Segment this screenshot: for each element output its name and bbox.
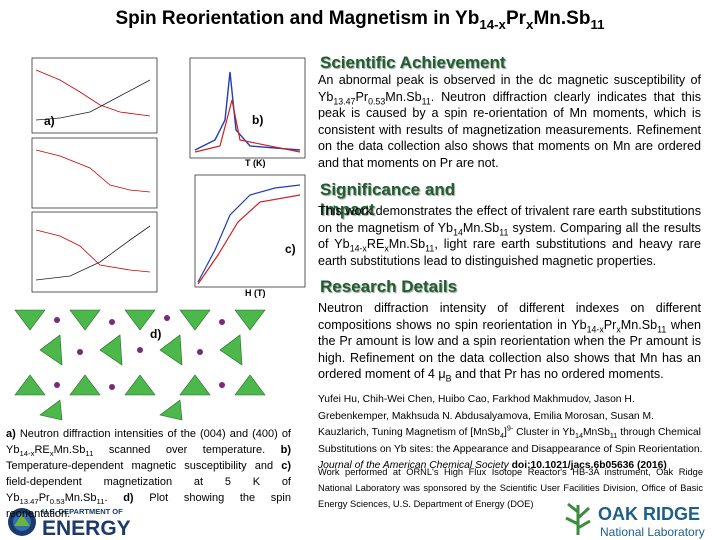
reference: Yufei Hu, Chih-Wei Chen, Huibo Cao, Fark… (318, 392, 703, 475)
text-run: B (445, 373, 452, 384)
text-run: Mn.Sb (388, 237, 426, 252)
text-run: ] (504, 427, 507, 438)
text-run: Mn.Sb (53, 444, 86, 456)
text-run: Cluster in Yb (513, 427, 575, 438)
text-run: Temperature-dependent magnetic susceptib… (6, 460, 282, 472)
text-run: Mn.Sb (385, 89, 422, 104)
panel-b (189, 57, 306, 159)
text-run: 9- (506, 423, 514, 433)
text-run: field-dependent magnetization at 5 K of … (6, 476, 291, 504)
text-run: a) (6, 428, 16, 440)
section-body: This work demonstrates the effect of tri… (318, 203, 701, 269)
text-run: 11 (590, 16, 605, 32)
panel-label: d) (150, 327, 161, 341)
text-run: Mn.Sb (64, 492, 97, 504)
text-run: Yufei Hu, Chih-Wei Chen, Huibo Cao, Fark… (318, 394, 654, 438)
text-run: RE (366, 237, 385, 252)
section-heading: Research Details (320, 277, 458, 296)
text-run: 11 (96, 497, 105, 507)
text-run: Pr (38, 492, 50, 504)
text-run: Spin Reorientation and Magnetism in Yb (115, 8, 480, 29)
text-run: x (384, 243, 389, 254)
text-run: x (49, 449, 54, 459)
text-run: 14 (453, 227, 463, 238)
text-run: when the Pr amount is low and a spin reo… (318, 317, 701, 382)
text-run: Mn.Sb (462, 220, 500, 235)
text-run: This work demonstrates the effect of tri… (318, 204, 701, 235)
figure-caption: a) Neutron diffraction intensities of th… (6, 426, 291, 522)
text-run: Mn.Sb (533, 8, 591, 29)
panel-label: b) (252, 113, 263, 127)
text-run: 11 (609, 431, 618, 441)
text-run: Plot showing the spin reorientation. (6, 492, 291, 520)
section-body: Neutron diffraction intensity of differe… (318, 300, 701, 383)
text-run: d) (123, 492, 134, 504)
title: Spin Reorientation and Magnetism in Yb14… (0, 8, 720, 32)
text-run: An abnormal peak is observed in the dc m… (318, 73, 701, 104)
text-run: Pr (355, 89, 369, 104)
doe-main: ENERGY (42, 517, 131, 540)
text-run: Neutron diffraction intensity of differe… (318, 301, 701, 332)
text-run: through Chemical Substitutions on Yb sit… (318, 427, 703, 455)
text-run: 11 (425, 243, 435, 254)
text-run: 4 (500, 431, 505, 441)
text-run: 0.53 (49, 497, 65, 507)
text-run: 14 (574, 431, 583, 441)
text-run: 11 (85, 449, 94, 459)
panel-c (194, 174, 306, 288)
axis-label: T (K) (245, 158, 266, 168)
text-run: 0.53 (368, 96, 386, 107)
doe-top: U.S. DEPARTMENT OF (42, 507, 123, 516)
funding-note: Work performed at ORNL's High Flux Isoto… (318, 467, 703, 509)
panel-label: a) (44, 114, 55, 128)
doe-logo: U.S. DEPARTMENT OF ENERGY (8, 507, 131, 540)
text-run: doi:10.1021/jacs.6b05636 (2016) (508, 460, 667, 471)
ornl-sub: National Laboratory (600, 525, 705, 539)
text-run: x (616, 324, 621, 335)
ornl-logo: OAK RIDGE National Laboratory (565, 502, 705, 539)
section-heading: Scientific Achievement (320, 53, 506, 72)
text-run: MnSb (582, 427, 610, 438)
text-run: 13.47 (333, 96, 356, 107)
panel-d (14, 309, 266, 421)
text-run: x (526, 16, 534, 32)
text-run: 11 (499, 227, 509, 238)
text-run: c) (281, 460, 291, 472)
section-body: An abnormal peak is observed in the dc m… (318, 72, 701, 172)
text-run: Pr (505, 8, 527, 29)
panel-label: c) (285, 242, 296, 256)
text-run: 14-x (479, 16, 506, 32)
text-run: 11 (421, 96, 431, 107)
text-run: 11 (657, 324, 667, 335)
text-run: b) (280, 444, 291, 456)
text-run: Pr (603, 317, 617, 332)
text-run: system. Comparing all the results of Yb (318, 220, 701, 252)
section-heading: Significance and Impact (320, 180, 456, 219)
axis-label: H (T) (245, 288, 266, 298)
text-run: Journal of the American Chemical Society (318, 460, 509, 471)
text-run: . (104, 492, 124, 504)
text-run: , light rare earth substitutions and hea… (318, 237, 701, 268)
panel-a (31, 57, 158, 293)
text-run: scanned over temperature. (93, 444, 281, 456)
text-run: 13.47 (19, 497, 39, 507)
ornl-main: OAK RIDGE (598, 504, 700, 524)
text-run: . Neutron diffraction clearly indicates … (318, 89, 701, 170)
text-run: RE (34, 444, 50, 456)
text-run: Neutron diffraction intensities of the (… (6, 428, 291, 456)
text-run: 14-x (349, 243, 367, 254)
text-run: 14-x (586, 324, 604, 335)
text-run: Mn.Sb (620, 317, 658, 332)
text-run: 14-x (19, 449, 35, 459)
text-run: and that Pr has no ordered moments. (451, 367, 664, 382)
